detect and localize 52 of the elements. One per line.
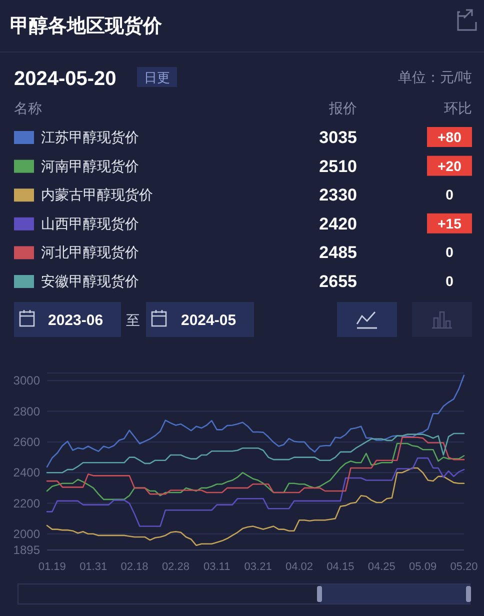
text: 环比 xyxy=(444,100,472,116)
legend-label: 河北甲醇现货价 xyxy=(41,244,139,260)
y-tick-label: 2000 xyxy=(13,526,40,541)
y-tick-label: 3000 xyxy=(13,374,40,388)
line-series xyxy=(46,432,465,474)
text: 名称 xyxy=(14,100,42,116)
x-tick-label: 02.28 xyxy=(162,561,190,573)
y-tick-label: 2800 xyxy=(13,404,40,418)
text: 2655 xyxy=(319,272,357,291)
text: 至 xyxy=(126,312,140,328)
text: +80 xyxy=(438,129,462,145)
x-tick-label: 04.25 xyxy=(368,561,396,573)
legend-label: 内蒙古甲醇现货价 xyxy=(41,186,153,203)
text: 2024-05 xyxy=(181,312,236,329)
x-tick-label: 04.15 xyxy=(326,561,354,573)
line-series xyxy=(46,374,465,468)
text: 日更 xyxy=(144,70,170,85)
y-tick-label: 2200 xyxy=(13,496,40,510)
x-tick-label: 05.09 xyxy=(409,561,437,573)
text: 0 xyxy=(446,273,454,289)
y-tick-label: 2400 xyxy=(13,466,40,480)
x-tick-label: 05.20 xyxy=(450,561,478,573)
text: 0 xyxy=(446,244,454,260)
line-series xyxy=(46,467,465,546)
text: 2420 xyxy=(319,214,357,234)
text: 2330 xyxy=(319,186,357,205)
line-series xyxy=(46,457,465,527)
legend-label: 河南甲醇现货价 xyxy=(41,158,139,174)
text: 2510 xyxy=(319,156,357,176)
text: +15 xyxy=(438,215,462,232)
line-series xyxy=(46,442,465,500)
x-tick-label: 03.21 xyxy=(244,561,272,573)
text: 报价 xyxy=(328,100,357,116)
line-series xyxy=(46,436,465,495)
y-tick-label: 1895 xyxy=(13,543,40,557)
text: 0 xyxy=(446,186,454,203)
text: +20 xyxy=(438,158,462,174)
text: 2485 xyxy=(319,243,357,262)
legend-label: 山西甲醇现货价 xyxy=(41,215,139,232)
legend-label: 安徽甲醇现货价 xyxy=(41,273,139,289)
text: 甲醇各地区现货价 xyxy=(10,15,163,37)
text: 3035 xyxy=(319,128,357,147)
x-tick-label: 01.31 xyxy=(80,561,108,573)
x-tick-label: 01.19 xyxy=(38,561,66,573)
x-tick-label: 03.11 xyxy=(204,561,230,573)
x-tick-label: 02.18 xyxy=(120,561,148,573)
x-tick-label: 04.02 xyxy=(285,561,314,573)
legend-label: 江苏甲醇现货价 xyxy=(41,129,139,145)
text: 2023-06 xyxy=(48,312,104,329)
text: 单位：元/吨 xyxy=(398,69,472,85)
text: 2024-05-20 xyxy=(14,68,116,90)
y-tick-label: 2600 xyxy=(13,434,40,449)
